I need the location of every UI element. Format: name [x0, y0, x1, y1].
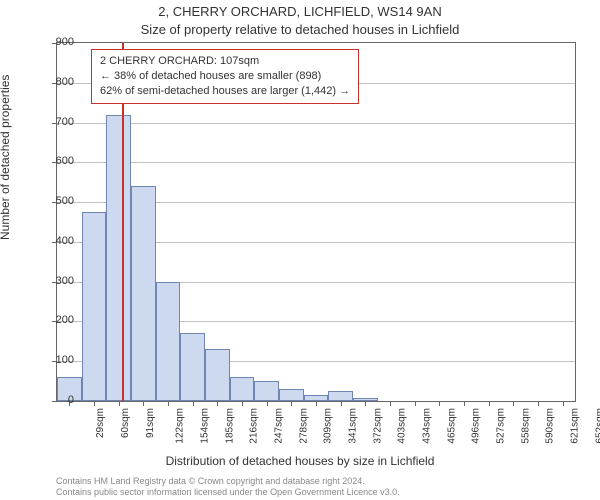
x-tick-mark [193, 401, 194, 406]
x-tick-mark [489, 401, 490, 406]
x-tick-label: 29sqm [95, 408, 106, 438]
x-tick-label: 60sqm [120, 408, 131, 438]
infobox-line3: 62% of semi-detached houses are larger (… [100, 84, 350, 99]
histogram-bar [131, 186, 156, 401]
gridline [57, 123, 575, 124]
x-tick-mark [316, 401, 317, 406]
y-tick-label: 300 [44, 275, 74, 287]
chart-container: 2, CHERRY ORCHARD, LICHFIELD, WS14 9AN S… [0, 0, 600, 500]
footnote-line1: Contains HM Land Registry data © Crown c… [56, 476, 400, 487]
plot-area: 2 CHERRY ORCHARD: 107sqm ← 38% of detach… [56, 42, 576, 402]
x-tick-mark [143, 401, 144, 406]
histogram-bar [82, 212, 107, 401]
x-tick-label: 278sqm [298, 408, 309, 444]
y-axis-label: Number of detached properties [0, 75, 12, 240]
x-tick-label: 403sqm [397, 408, 408, 444]
marker-infobox: 2 CHERRY ORCHARD: 107sqm ← 38% of detach… [91, 49, 359, 104]
x-tick-mark [242, 401, 243, 406]
x-tick-mark [217, 401, 218, 406]
x-tick-label: 185sqm [224, 408, 235, 444]
x-tick-label: 621sqm [570, 408, 581, 444]
x-tick-label: 496sqm [471, 408, 482, 444]
y-tick-label: 900 [44, 36, 74, 48]
x-tick-label: 154sqm [200, 408, 211, 444]
y-tick-label: 500 [44, 195, 74, 207]
y-tick-label: 400 [44, 235, 74, 247]
x-tick-mark [513, 401, 514, 406]
histogram-bar [254, 381, 279, 401]
y-tick-label: 200 [44, 314, 74, 326]
gridline [57, 162, 575, 163]
y-tick-label: 700 [44, 116, 74, 128]
y-tick-label: 100 [44, 354, 74, 366]
histogram-bar [180, 333, 205, 401]
x-tick-label: 91sqm [145, 408, 156, 438]
x-tick-label: 122sqm [175, 408, 186, 444]
x-tick-label: 372sqm [372, 408, 383, 444]
x-tick-label: 558sqm [520, 408, 531, 444]
x-tick-mark [291, 401, 292, 406]
x-tick-mark [563, 401, 564, 406]
chart-title-line2: Size of property relative to detached ho… [0, 22, 600, 37]
y-tick-label: 600 [44, 155, 74, 167]
y-tick-label: 0 [44, 394, 74, 406]
x-tick-label: 590sqm [545, 408, 556, 444]
x-tick-mark [94, 401, 95, 406]
x-tick-label: 341sqm [348, 408, 359, 444]
x-tick-mark [390, 401, 391, 406]
x-tick-label: 652sqm [594, 408, 600, 444]
histogram-bar [328, 391, 353, 401]
x-tick-mark [464, 401, 465, 406]
histogram-bar [156, 282, 181, 401]
x-tick-label: 247sqm [274, 408, 285, 444]
footnote: Contains HM Land Registry data © Crown c… [56, 476, 400, 498]
chart-title-line1: 2, CHERRY ORCHARD, LICHFIELD, WS14 9AN [0, 4, 600, 19]
histogram-bar [106, 115, 131, 401]
y-tick-label: 800 [44, 76, 74, 88]
x-tick-mark [365, 401, 366, 406]
x-tick-mark [267, 401, 268, 406]
x-tick-label: 216sqm [249, 408, 260, 444]
x-tick-label: 434sqm [422, 408, 433, 444]
x-tick-label: 465sqm [446, 408, 457, 444]
x-tick-mark [341, 401, 342, 406]
x-tick-label: 527sqm [496, 408, 507, 444]
x-tick-label: 309sqm [323, 408, 334, 444]
footnote-line2: Contains public sector information licen… [56, 487, 400, 498]
histogram-bar [230, 377, 255, 401]
x-axis-label: Distribution of detached houses by size … [0, 454, 600, 468]
x-tick-mark [119, 401, 120, 406]
x-tick-mark [168, 401, 169, 406]
x-tick-mark [415, 401, 416, 406]
infobox-line1: 2 CHERRY ORCHARD: 107sqm [100, 54, 350, 69]
x-tick-mark [538, 401, 539, 406]
histogram-bar [205, 349, 230, 401]
x-tick-mark [439, 401, 440, 406]
infobox-line2: ← 38% of detached houses are smaller (89… [100, 69, 350, 84]
histogram-bar [279, 389, 304, 401]
